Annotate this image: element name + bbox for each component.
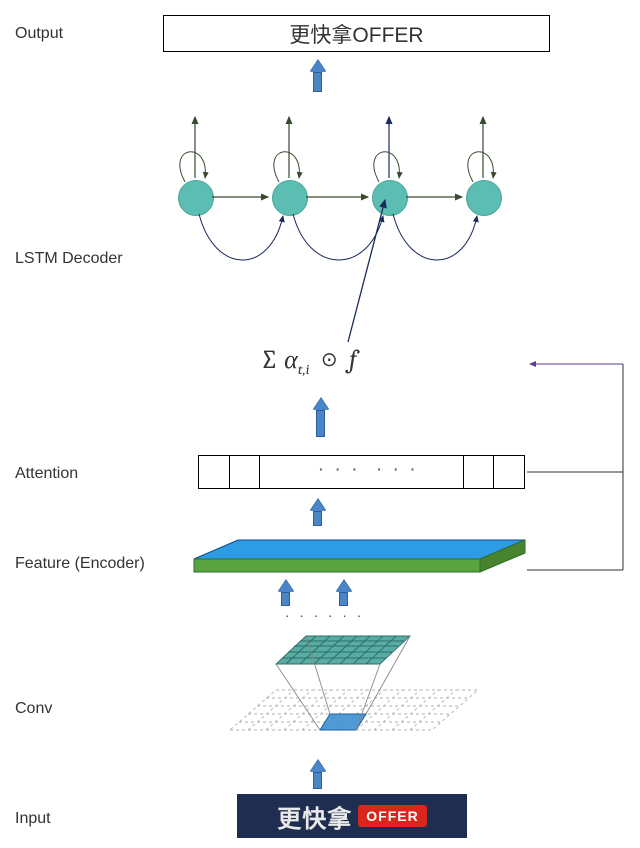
- context-formula: ∑ αt,i ⊙ f: [260, 345, 460, 378]
- lstm-node: [466, 180, 502, 216]
- label-attention: Attention: [15, 465, 78, 483]
- up-arrow-icon: [336, 580, 350, 606]
- lstm-node: [178, 180, 214, 216]
- f-symbol: f: [349, 345, 356, 375]
- alpha-sub: t,i: [298, 361, 310, 378]
- output-text: 更快拿OFFER: [289, 19, 423, 49]
- output-box: 更快拿OFFER: [163, 15, 550, 52]
- label-feature: Feature (Encoder): [15, 555, 145, 573]
- attention-dots: ⋅ ⋅ ⋅ ⋅ ⋅ ⋅: [318, 460, 418, 481]
- up-arrow-icon: [278, 580, 292, 606]
- sigma: ∑: [260, 345, 278, 375]
- input-image: 更快拿 OFFER: [237, 794, 467, 838]
- lstm-node: [372, 180, 408, 216]
- odot-icon: ⊙: [321, 347, 338, 371]
- lstm-node: [272, 180, 308, 216]
- input-text-cn: 更快拿: [277, 799, 352, 834]
- alpha: α: [284, 345, 298, 375]
- label-output: Output: [15, 25, 63, 43]
- conv-ellipsis: ⋅ ⋅ ⋅ ⋅ ⋅ ⋅: [285, 608, 364, 625]
- up-arrow-icon: [313, 398, 327, 437]
- input-badge: OFFER: [358, 805, 426, 827]
- up-arrow-icon: [310, 499, 324, 526]
- up-arrow-icon: [310, 760, 324, 789]
- up-arrow-icon: [310, 60, 324, 92]
- label-lstm: LSTM Decoder: [15, 250, 123, 268]
- label-input: Input: [15, 810, 51, 828]
- label-conv: Conv: [15, 700, 52, 718]
